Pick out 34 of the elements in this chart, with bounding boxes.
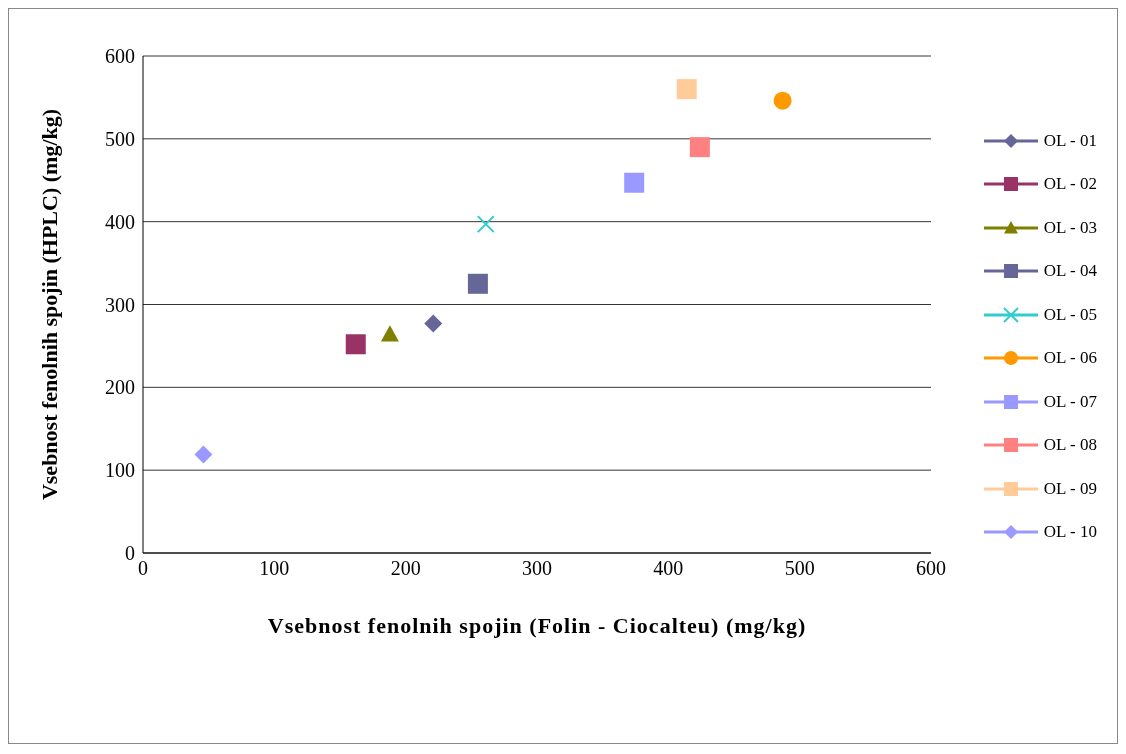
legend-label: OL - 09 [1043,478,1097,499]
y-tick-label: 200 [105,376,135,399]
y-axis-title: Vsebnost fenolnih spojin (HPLC) (mg/kg) [36,108,62,501]
point [345,334,366,355]
y-tick-label: 600 [105,45,135,68]
x-tick-label: 500 [784,557,815,580]
point [424,314,443,333]
y-tick-label: 500 [105,127,135,150]
legend-label: OL - 08 [1043,435,1097,456]
y-tick-label: 0 [125,542,135,565]
point [676,79,697,100]
x-tick-label: 600 [916,557,946,580]
point [624,172,645,193]
x-axis-title: Vsebnost fenolnih spojin (Folin - Ciocalteu) (mg/kg) [267,613,807,638]
y-tick-label: 400 [105,210,135,233]
legend-label: OL - 03 [1043,217,1097,238]
x-tick-label: 400 [653,557,684,580]
y-tick-label: 300 [105,293,135,316]
x-tick-label: 300 [522,557,552,580]
point [380,325,399,342]
point [467,273,488,294]
point [194,445,213,464]
legend-label: OL - 01 [1043,130,1097,151]
x-tick-label: 100 [259,557,290,580]
point [689,137,710,158]
legend-label: OL - 05 [1043,304,1097,325]
legend-label: OL - 06 [1043,348,1097,369]
x-tick-label: 200 [390,557,421,580]
legend-label: OL - 10 [1043,522,1097,543]
y-tick-label: 100 [105,459,135,482]
legend-label: OL - 07 [1043,391,1097,412]
legend-label: OL - 02 [1043,174,1097,195]
point [773,91,792,110]
legend-label: OL - 04 [1043,261,1097,282]
